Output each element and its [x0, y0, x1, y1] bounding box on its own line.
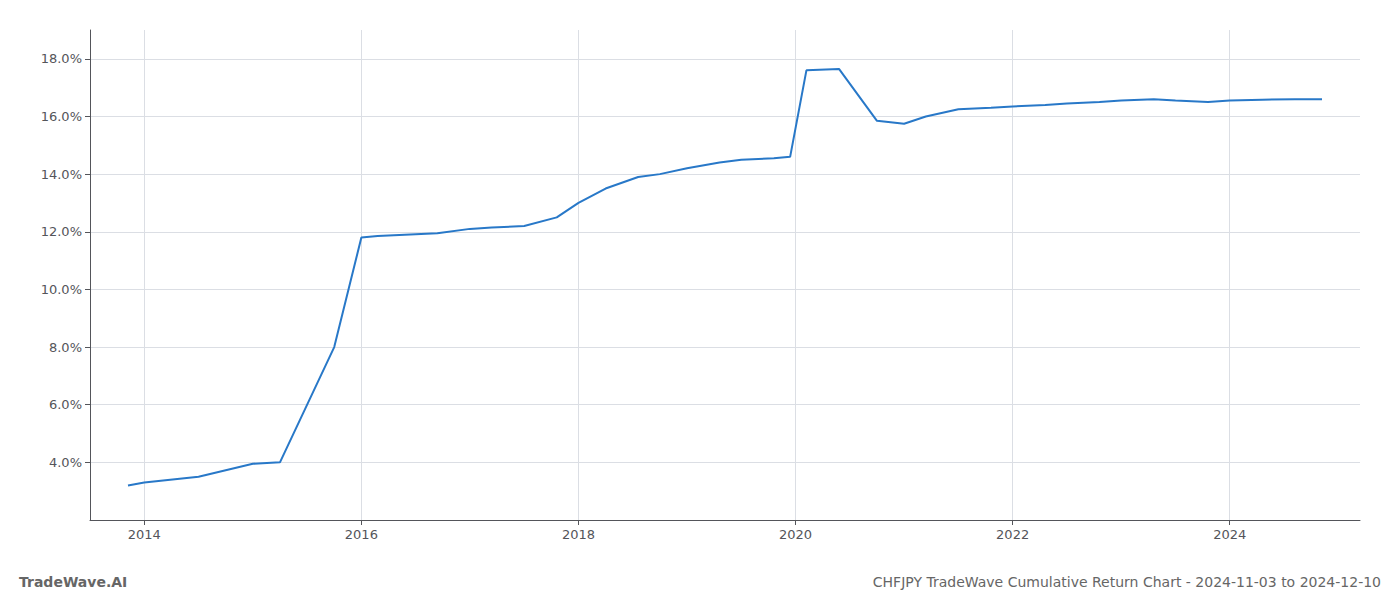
- svg-text:2014: 2014: [128, 527, 161, 542]
- svg-text:2022: 2022: [996, 527, 1029, 542]
- svg-text:TradeWave.AI: TradeWave.AI: [19, 574, 127, 590]
- svg-text:4.0%: 4.0%: [49, 455, 82, 470]
- svg-text:2020: 2020: [779, 527, 812, 542]
- svg-text:12.0%: 12.0%: [41, 224, 82, 239]
- svg-text:8.0%: 8.0%: [49, 340, 82, 355]
- svg-text:CHFJPY TradeWave Cumulative Re: CHFJPY TradeWave Cumulative Return Chart…: [873, 574, 1381, 590]
- svg-text:2016: 2016: [345, 527, 378, 542]
- svg-text:2024: 2024: [1213, 527, 1246, 542]
- svg-text:10.0%: 10.0%: [41, 282, 82, 297]
- svg-text:14.0%: 14.0%: [41, 167, 82, 182]
- svg-text:16.0%: 16.0%: [41, 109, 82, 124]
- svg-text:6.0%: 6.0%: [49, 397, 82, 412]
- svg-text:18.0%: 18.0%: [41, 51, 82, 66]
- svg-text:2018: 2018: [562, 527, 595, 542]
